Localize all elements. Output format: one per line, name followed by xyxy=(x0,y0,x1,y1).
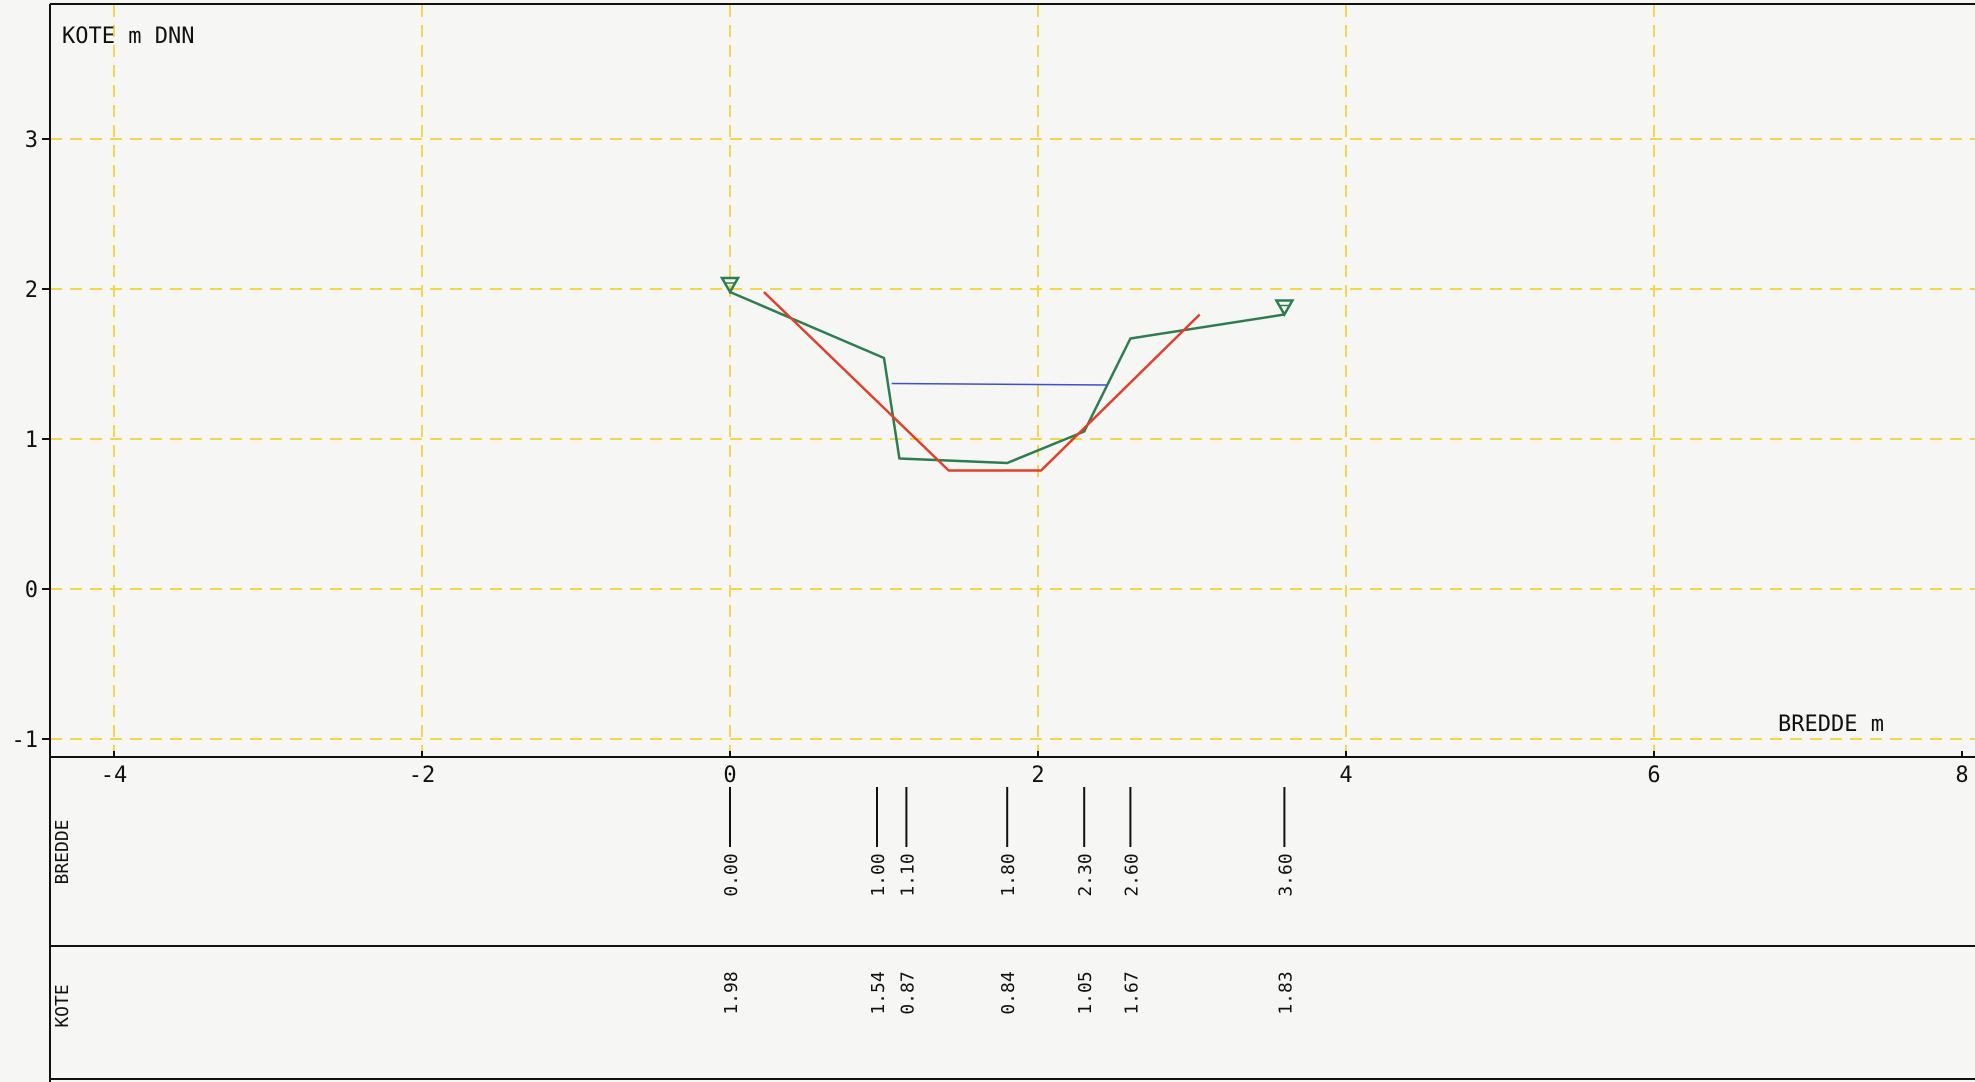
bredde-value: 1.80 xyxy=(998,853,1019,896)
kote-value: 1.83 xyxy=(1275,971,1296,1014)
bredde-value: 0.00 xyxy=(721,853,742,896)
series-line-1 xyxy=(729,290,1285,465)
table-row-label-kote: KOTE xyxy=(52,984,73,1027)
bredde-value: 2.60 xyxy=(1121,853,1142,896)
x-tick-label: 8 xyxy=(1955,763,1968,788)
kote-value: 0.84 xyxy=(998,971,1019,1014)
series-line-2 xyxy=(763,291,1201,472)
bank-marker xyxy=(1274,299,1295,318)
kote-value: 1.05 xyxy=(1075,971,1096,1014)
grid xyxy=(50,5,1975,757)
bredde-value: 1.10 xyxy=(897,853,918,896)
frame: 3 2 1 0 -1 -4 -2 0 2 4 6 8 xyxy=(12,3,1975,1082)
series-group xyxy=(719,276,1295,472)
y-tick-label: 3 xyxy=(25,128,38,153)
y-tick-label: 1 xyxy=(25,428,38,453)
kote-value: 1.67 xyxy=(1121,971,1142,1014)
table-row-label-bredde: BREDDE xyxy=(52,819,73,884)
bredde-value: 2.30 xyxy=(1075,853,1096,896)
kote-value: 0.87 xyxy=(897,971,918,1014)
x-tick-label: 0 xyxy=(723,763,736,788)
x-tick-label: -4 xyxy=(101,763,128,788)
x-tick-label: 2 xyxy=(1031,763,1044,788)
kote-value: 1.98 xyxy=(721,971,742,1014)
y-tick-label: 2 xyxy=(25,278,38,303)
kote-value: 1.54 xyxy=(868,971,889,1014)
x-axis-label: BREDDE m xyxy=(1778,712,1884,737)
labels-group: KOTE m DNN BREDDE m xyxy=(62,24,1884,737)
y-tick-label: 0 xyxy=(25,578,38,603)
bredde-value: 1.00 xyxy=(868,853,889,896)
y-axis-label: KOTE m DNN xyxy=(62,24,194,49)
bank-marker xyxy=(719,276,741,295)
data-table: BREDDE KOTE 0.00 1.00 1.10 1.80 2.30 2.60 3.60 1.… xyxy=(52,787,1296,1028)
y-tick-label: -1 xyxy=(12,728,39,753)
bredde-value: 3.60 xyxy=(1275,853,1296,896)
x-tick-label: 4 xyxy=(1339,763,1352,788)
x-tick-label: 6 xyxy=(1647,763,1660,788)
x-tick-label: -2 xyxy=(409,763,436,788)
series-line-3 xyxy=(891,382,1108,386)
